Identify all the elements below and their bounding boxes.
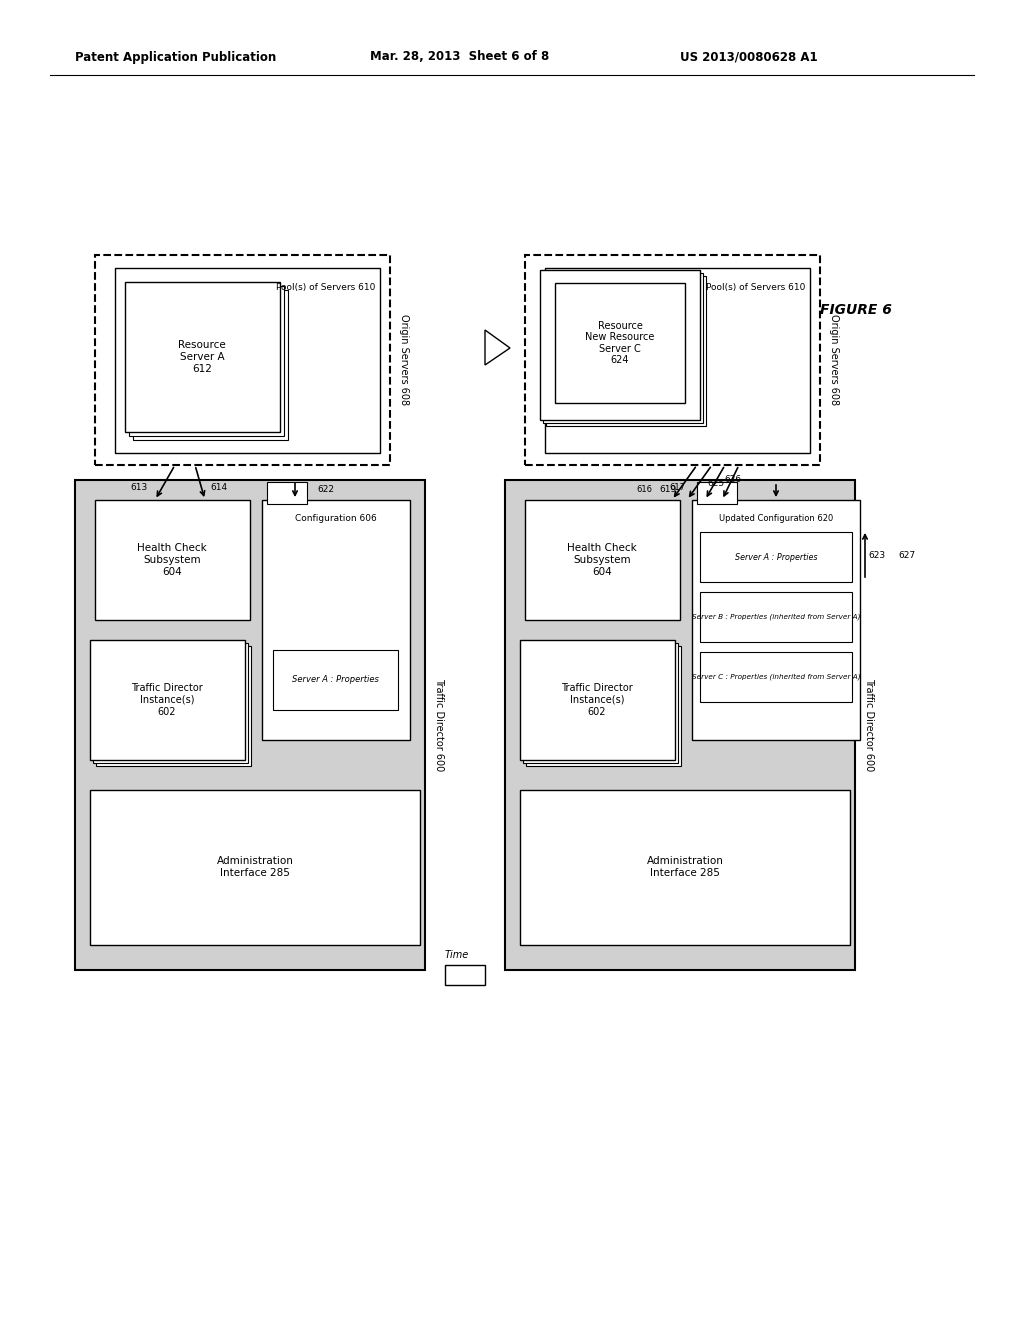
Bar bbox=[505, 480, 855, 970]
Text: 625: 625 bbox=[707, 479, 724, 487]
Text: 613: 613 bbox=[131, 483, 148, 492]
Text: Traffic Director
Instance(s)
602: Traffic Director Instance(s) 602 bbox=[561, 684, 633, 717]
Text: Administration
Interface 285: Administration Interface 285 bbox=[646, 857, 723, 878]
Bar bbox=[273, 649, 398, 710]
Text: Patent Application Publication: Patent Application Publication bbox=[75, 50, 276, 63]
Bar bbox=[545, 268, 810, 453]
Bar bbox=[75, 480, 425, 970]
Polygon shape bbox=[485, 330, 510, 366]
Text: Pool(s) of Servers 610: Pool(s) of Servers 610 bbox=[706, 282, 805, 292]
Text: Health Check
Subsystem
604: Health Check Subsystem 604 bbox=[137, 544, 207, 577]
Text: Traffic Director 600: Traffic Director 600 bbox=[434, 678, 444, 772]
Bar bbox=[700, 532, 852, 582]
Bar bbox=[520, 640, 675, 760]
Text: Server B : Properties (inherited from Server A): Server B : Properties (inherited from Se… bbox=[692, 614, 860, 620]
Text: FIGURE 6: FIGURE 6 bbox=[820, 304, 892, 317]
Text: Server A : Properties: Server A : Properties bbox=[735, 553, 817, 561]
Text: US 2013/0080628 A1: US 2013/0080628 A1 bbox=[680, 50, 817, 63]
Bar bbox=[526, 645, 681, 766]
Bar bbox=[129, 286, 284, 436]
Bar bbox=[523, 643, 678, 763]
Bar bbox=[546, 276, 706, 426]
Bar bbox=[555, 282, 685, 403]
Text: Origin Servers 608: Origin Servers 608 bbox=[399, 314, 409, 405]
Text: Server C : Properties (inherited from Server A): Server C : Properties (inherited from Se… bbox=[691, 673, 860, 680]
Bar bbox=[90, 789, 420, 945]
Text: Server A : Properties: Server A : Properties bbox=[292, 676, 379, 685]
Text: 619: 619 bbox=[659, 486, 677, 495]
Text: Health Check
Subsystem
604: Health Check Subsystem 604 bbox=[567, 544, 637, 577]
Text: 622: 622 bbox=[317, 486, 334, 495]
Bar bbox=[540, 271, 700, 420]
Bar bbox=[96, 645, 251, 766]
Text: Resource
New Resource
Server C
624: Resource New Resource Server C 624 bbox=[586, 321, 654, 366]
Bar bbox=[700, 591, 852, 642]
Bar bbox=[525, 500, 680, 620]
Text: Pool(s) of Servers 610: Pool(s) of Servers 610 bbox=[275, 282, 375, 292]
Text: 626: 626 bbox=[724, 475, 741, 484]
Text: 627: 627 bbox=[898, 550, 915, 560]
Bar bbox=[525, 255, 820, 465]
Text: Configuration 606: Configuration 606 bbox=[295, 513, 377, 523]
Text: Resource
Server A
612: Resource Server A 612 bbox=[178, 341, 226, 374]
Bar bbox=[445, 965, 485, 985]
Text: 623: 623 bbox=[868, 550, 885, 560]
Text: Mar. 28, 2013  Sheet 6 of 8: Mar. 28, 2013 Sheet 6 of 8 bbox=[370, 50, 549, 63]
Text: Traffic Director 600: Traffic Director 600 bbox=[864, 678, 874, 772]
Bar bbox=[267, 482, 307, 504]
Text: Time: Time bbox=[445, 950, 469, 960]
Bar bbox=[95, 500, 250, 620]
Bar bbox=[697, 482, 737, 504]
Text: Origin Servers 608: Origin Servers 608 bbox=[829, 314, 839, 405]
Bar bbox=[700, 652, 852, 702]
Text: Traffic Director
Instance(s)
602: Traffic Director Instance(s) 602 bbox=[131, 684, 203, 717]
Bar bbox=[262, 500, 410, 741]
Bar bbox=[95, 255, 390, 465]
Bar bbox=[133, 290, 288, 440]
Bar bbox=[543, 273, 703, 422]
Bar bbox=[125, 282, 280, 432]
Text: Administration
Interface 285: Administration Interface 285 bbox=[216, 857, 294, 878]
Bar bbox=[90, 640, 245, 760]
Bar bbox=[115, 268, 380, 453]
Bar bbox=[93, 643, 248, 763]
Text: 617: 617 bbox=[669, 483, 685, 491]
Bar bbox=[520, 789, 850, 945]
Text: 616: 616 bbox=[636, 486, 652, 495]
Text: Updated Configuration 620: Updated Configuration 620 bbox=[719, 513, 834, 523]
Text: 614: 614 bbox=[210, 483, 227, 492]
Bar bbox=[692, 500, 860, 741]
